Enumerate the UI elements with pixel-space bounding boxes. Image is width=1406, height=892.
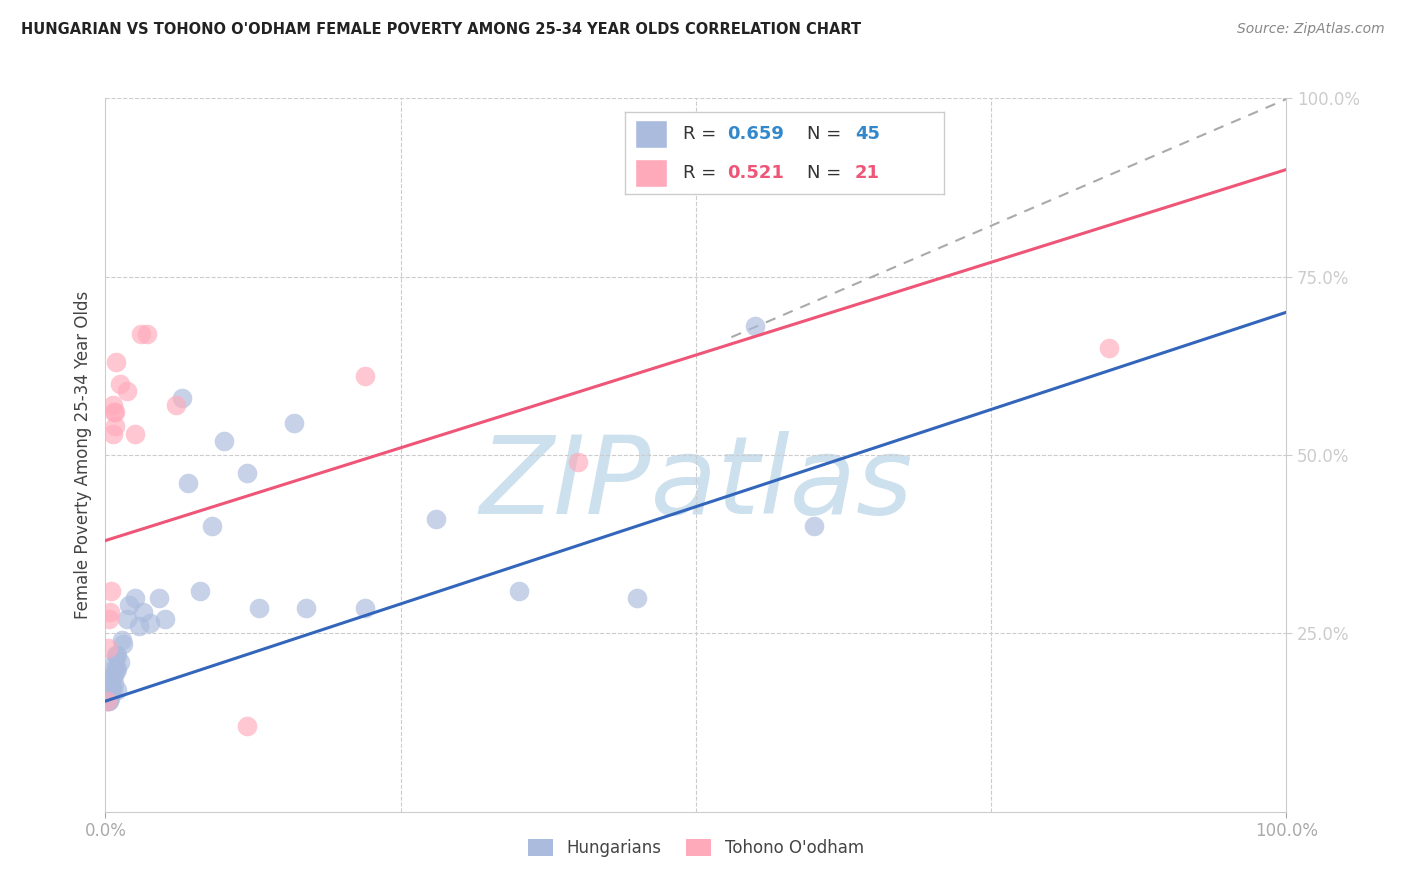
Point [508,583,530,598]
Point [567,455,589,469]
Point [626,591,648,605]
Point [97,640,120,655]
Point [105,648,128,662]
Point [101,426,124,441]
Point [101,398,124,412]
Point [236,466,259,480]
Text: 21: 21 [855,164,880,182]
Point [104,419,127,434]
Point [105,662,128,676]
Point [354,369,377,384]
Point [177,476,200,491]
Point [247,601,270,615]
Point [98,612,121,626]
Point [101,683,124,698]
Text: N =: N = [807,164,846,182]
Point [201,519,224,533]
Point [188,583,211,598]
Point [104,665,127,680]
Point [115,612,138,626]
Point [98,694,121,708]
Point [165,398,187,412]
Point [354,601,377,615]
Point [295,601,318,615]
Point [96,694,118,708]
Point [115,384,138,398]
Point [148,591,170,605]
Point [153,612,176,626]
Point [103,676,125,690]
Point [101,669,124,683]
Legend: Hungarians, Tohono O'odham: Hungarians, Tohono O'odham [522,832,870,864]
Point [112,637,135,651]
Text: 0.521: 0.521 [727,164,785,182]
Point [105,662,128,676]
Point [104,655,127,669]
Point [97,694,120,708]
Text: N =: N = [807,125,846,143]
Point [132,605,155,619]
Point [425,512,447,526]
Point [100,687,122,701]
Text: 0.659: 0.659 [727,125,785,143]
Point [111,633,134,648]
Point [129,326,152,341]
Text: R =: R = [682,164,721,182]
Point [128,619,150,633]
Point [124,591,146,605]
Point [98,690,121,705]
Text: Source: ZipAtlas.com: Source: ZipAtlas.com [1237,22,1385,37]
Y-axis label: Female Poverty Among 25-34 Year Olds: Female Poverty Among 25-34 Year Olds [73,291,91,619]
Point [104,405,127,419]
Text: R =: R = [682,125,721,143]
Point [124,426,146,441]
Point [103,662,125,676]
Point [212,434,235,448]
Point [744,319,766,334]
Point [96,694,118,708]
Text: ZIPatlas: ZIPatlas [479,431,912,536]
Point [100,676,122,690]
Bar [634,159,666,187]
Point [103,405,125,419]
Point [97,687,120,701]
Point [98,605,121,619]
Point [118,598,141,612]
Point [139,615,162,630]
Point [236,719,259,733]
Bar [634,120,666,148]
Point [1098,341,1121,355]
Point [172,391,194,405]
Point [100,583,122,598]
Point [105,683,128,698]
Point [283,416,305,430]
Point [803,519,825,533]
Point [108,376,131,391]
Point [135,326,157,341]
Point [105,648,128,662]
Point [100,683,122,698]
Point [105,355,128,369]
Text: HUNGARIAN VS TOHONO O'ODHAM FEMALE POVERTY AMONG 25-34 YEAR OLDS CORRELATION CHA: HUNGARIAN VS TOHONO O'ODHAM FEMALE POVER… [21,22,862,37]
Text: 45: 45 [855,125,880,143]
Point [108,655,131,669]
